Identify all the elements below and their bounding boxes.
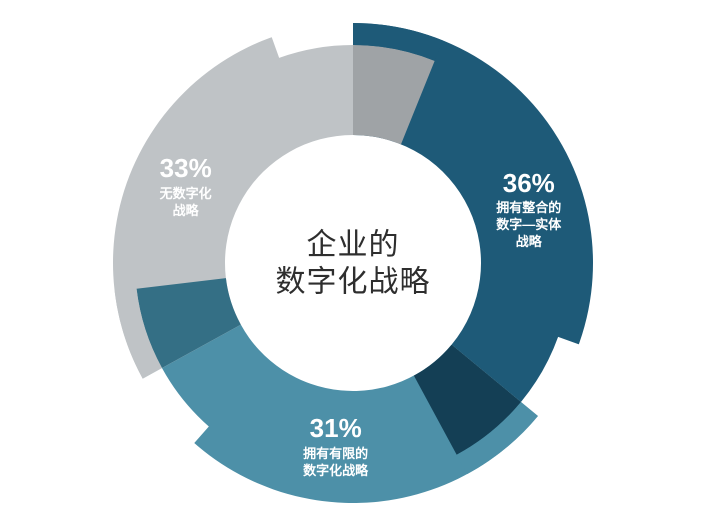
center-title-line1: 企业的 (307, 228, 400, 261)
label-desc-integrated-0: 拥有整合的 (496, 200, 561, 217)
label-integrated: 36%拥有整合的数字—实体战略 (496, 166, 561, 250)
label-desc-integrated-1: 数字—实体 (496, 217, 561, 234)
label-pct-limited: 31% (303, 412, 368, 446)
label-desc-limited-1: 数字化战略 (303, 463, 368, 480)
label-none: 33%无数字化战略 (160, 153, 212, 221)
donut-chart: 企业的 数字化战略 36%拥有整合的数字—实体战略31%拥有有限的数字化战略33… (0, 0, 706, 527)
center-title-line2: 数字化战略 (276, 266, 431, 299)
chart-center-title: 企业的 数字化战略 (276, 226, 431, 301)
label-limited: 31%拥有有限的数字化战略 (303, 412, 368, 480)
label-pct-none: 33% (160, 153, 212, 187)
label-desc-limited-0: 拥有有限的 (303, 446, 368, 463)
label-pct-integrated: 36% (496, 166, 561, 200)
label-desc-none-1: 战略 (160, 203, 212, 220)
label-desc-integrated-2: 战略 (496, 234, 561, 251)
label-desc-none-0: 无数字化 (160, 186, 212, 203)
